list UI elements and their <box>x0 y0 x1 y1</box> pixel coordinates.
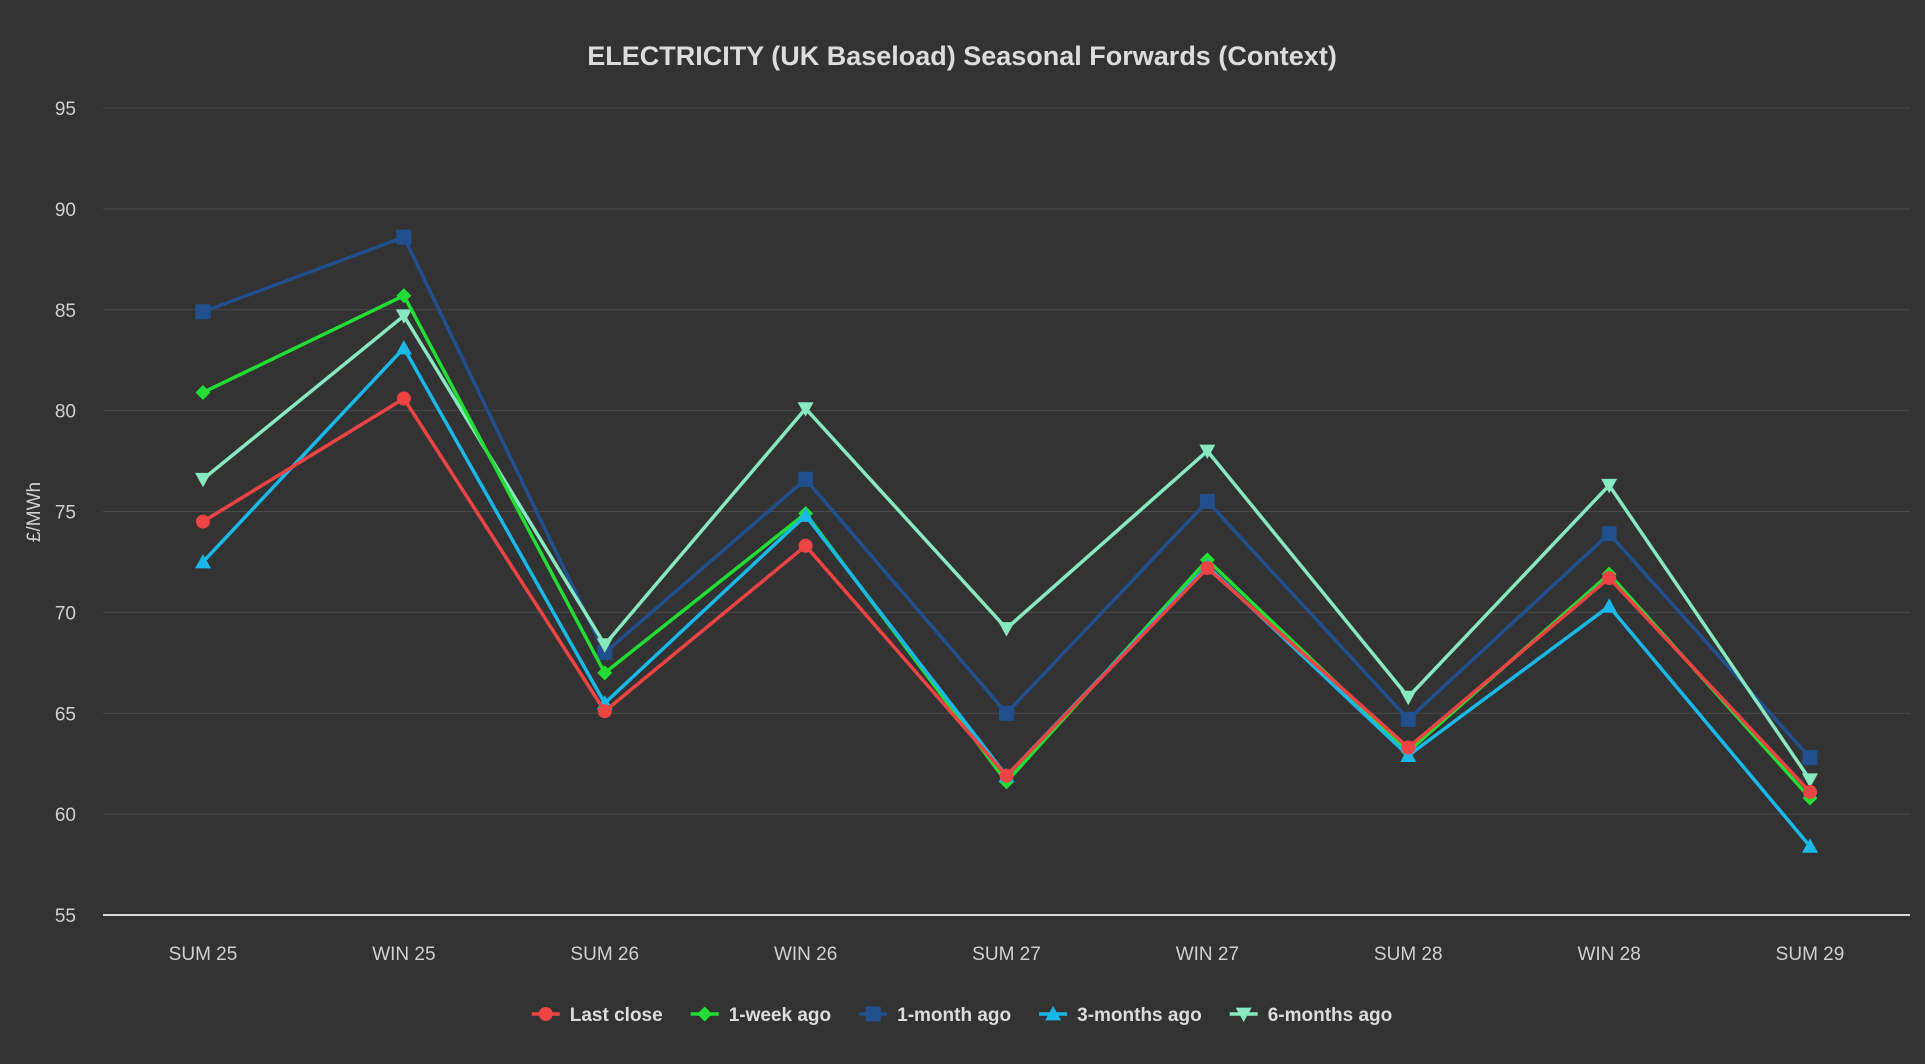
data-point[interactable] <box>999 705 1014 721</box>
series-line <box>202 235 1812 759</box>
data-point[interactable] <box>1400 711 1416 727</box>
data-point[interactable] <box>396 391 411 406</box>
y-tick-label: 75 <box>55 503 76 524</box>
x-tick-label: SUM 26 <box>570 944 639 965</box>
x-axis-ticks: SUM 25 WIN 25 SUM 26 WIN 26 SUM 27 WIN 27 SUM … <box>169 944 1845 965</box>
data-point[interactable] <box>395 309 412 324</box>
chart-title: ELECTRICITY (UK Baseload) Seasonal Forwa… <box>587 41 1337 71</box>
data-point[interactable] <box>597 704 612 719</box>
data-point[interactable] <box>1803 784 1817 799</box>
y-tick-label: 60 <box>55 805 76 826</box>
data-point[interactable] <box>1400 747 1417 763</box>
x-tick-label: SUM 29 <box>1776 944 1845 965</box>
y-tick-label: 65 <box>55 704 76 725</box>
data-point[interactable] <box>195 384 211 400</box>
x-tick-label: WIN 25 <box>372 944 435 965</box>
data-point[interactable] <box>538 1007 553 1021</box>
x-tick-label: SUM 25 <box>169 944 238 965</box>
data-point[interactable] <box>697 1006 713 1022</box>
data-point[interactable] <box>797 402 814 417</box>
data-point[interactable] <box>396 288 412 304</box>
y-axis-label: £/MWh <box>24 482 45 542</box>
y-tick-label: 55 <box>55 906 76 927</box>
data-point[interactable] <box>597 645 613 661</box>
data-point[interactable] <box>195 472 211 488</box>
data-point[interactable] <box>195 553 211 569</box>
y-tick-label: 85 <box>55 301 76 322</box>
data-point[interactable] <box>1601 478 1618 494</box>
y-tick-label: 90 <box>55 200 76 221</box>
series-line <box>202 396 1812 794</box>
series-1-week-ago <box>195 288 1818 806</box>
series-line <box>202 293 1812 800</box>
series <box>195 229 1818 853</box>
data-point[interactable] <box>1199 444 1216 459</box>
legend-item[interactable]: 6-months ago <box>1229 1005 1393 1026</box>
data-point[interactable] <box>396 229 412 245</box>
legend-item[interactable]: 1-week ago <box>690 1005 831 1026</box>
data-point[interactable] <box>196 514 210 529</box>
data-point[interactable] <box>798 471 814 487</box>
legend-label: 3-months ago <box>1077 1005 1202 1026</box>
data-point[interactable] <box>998 622 1015 637</box>
x-tick-label: WIN 28 <box>1577 944 1640 965</box>
y-tick-label: 70 <box>55 603 76 624</box>
legend-item[interactable]: Last close <box>531 1005 663 1026</box>
data-point[interactable] <box>597 665 613 681</box>
data-point[interactable] <box>1200 560 1215 575</box>
legend-label: 1-month ago <box>897 1005 1011 1026</box>
data-point[interactable] <box>865 1006 881 1022</box>
data-point[interactable] <box>1045 1006 1062 1021</box>
x-tick-label: WIN 26 <box>774 944 837 965</box>
legend-label: Last close <box>570 1005 663 1026</box>
x-tick-label: SUM 27 <box>972 944 1041 965</box>
series-1-month-ago <box>195 229 1818 766</box>
data-point[interactable] <box>1601 598 1618 613</box>
y-tick-label: 95 <box>55 99 76 120</box>
data-point[interactable] <box>1802 838 1818 853</box>
legend[interactable]: Last close 1-week ago 1-month ago 3-months … <box>531 1005 1393 1026</box>
data-point[interactable] <box>1235 1007 1252 1022</box>
legend-label: 1-week ago <box>729 1005 831 1026</box>
legend-item[interactable]: 1-month ago <box>859 1005 1011 1026</box>
data-point[interactable] <box>1802 773 1818 788</box>
x-tick-label: WIN 27 <box>1176 944 1239 965</box>
x-tick-label: SUM 28 <box>1374 944 1443 965</box>
y-tick-label: 80 <box>55 402 76 423</box>
data-point[interactable] <box>195 304 211 320</box>
data-point[interactable] <box>1802 750 1818 766</box>
data-point[interactable] <box>999 768 1014 783</box>
legend-item[interactable]: 3-months ago <box>1039 1005 1202 1026</box>
series-6-months-ago <box>195 309 1818 788</box>
data-point[interactable] <box>1601 526 1617 542</box>
data-point[interactable] <box>1199 493 1215 509</box>
y-axis-ticks: 55 60 65 70 75 80 85 90 95 <box>55 99 76 927</box>
data-point[interactable] <box>797 507 814 522</box>
legend-label: 6-months ago <box>1268 1005 1393 1026</box>
data-point[interactable] <box>1400 690 1417 706</box>
data-point[interactable] <box>596 638 613 653</box>
data-point[interactable] <box>798 538 813 553</box>
data-point[interactable] <box>395 340 412 355</box>
series-last-close <box>196 391 1817 799</box>
data-point[interactable] <box>1401 740 1416 755</box>
data-point[interactable] <box>1602 571 1617 586</box>
